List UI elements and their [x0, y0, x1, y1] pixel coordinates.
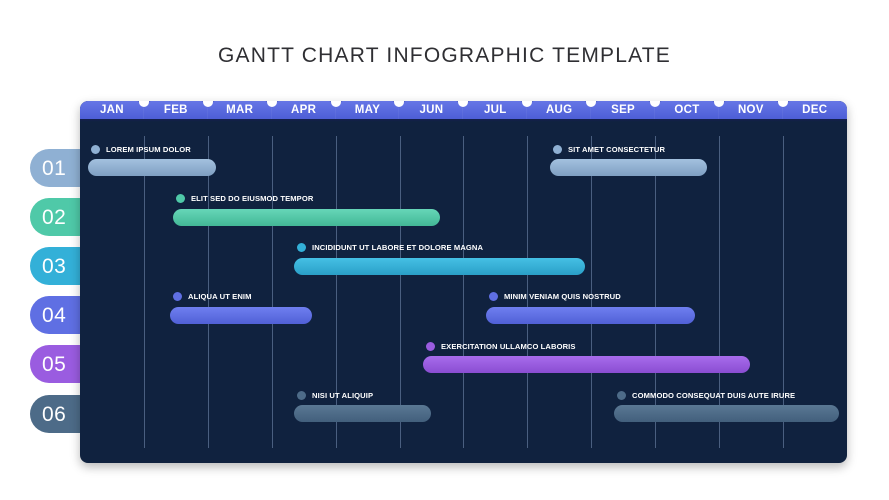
gridline: [463, 136, 465, 448]
month-mar: MAR: [202, 101, 272, 119]
row-number: 05: [42, 353, 67, 376]
month-may: MAY: [330, 101, 400, 119]
month-header: JAN FEB MAR APR MAY JUN JUL AUG SEP OCT …: [80, 101, 847, 119]
task-name: SIT AMET CONSECTETUR: [568, 144, 666, 154]
task-label: SIT AMET CONSECTETUR: [553, 143, 665, 155]
bullet-dot-icon: [176, 193, 185, 203]
task-label: MINIM VENIAM QUIS NOSTRUD: [489, 290, 621, 302]
task-name: COMMODO CONSEQUAT DUIS AUTE IRURE: [632, 390, 796, 400]
month-jan: JAN: [80, 101, 144, 119]
bullet-dot-icon: [173, 291, 182, 301]
task-bar[interactable]: [614, 405, 839, 422]
task-bar[interactable]: [173, 209, 440, 226]
gantt-panel: JAN FEB MAR APR MAY JUN JUL AUG SEP OCT …: [80, 101, 847, 463]
row-number: 04: [42, 304, 67, 327]
bullet-dot-icon: [426, 341, 435, 351]
task-name: ALIQUA UT ENIM: [188, 291, 252, 301]
task-label: EXERCITATION ULLAMCO LABORIS: [426, 340, 576, 352]
task-bar[interactable]: [486, 307, 695, 324]
month-apr: APR: [266, 101, 336, 119]
row-number: 03: [42, 255, 67, 278]
gridline: [208, 136, 210, 448]
month-aug: AUG: [522, 101, 592, 119]
bullet-dot-icon: [297, 242, 306, 252]
bullet-dot-icon: [489, 291, 498, 301]
row-number: 06: [42, 403, 67, 426]
gridline: [591, 136, 593, 448]
month-jun: JUN: [394, 101, 464, 119]
gridline: [783, 136, 785, 448]
month-nov: NOV: [713, 101, 783, 119]
row-number: 02: [42, 206, 67, 229]
task-bar[interactable]: [170, 307, 312, 324]
month-feb: FEB: [138, 101, 208, 119]
task-label: ALIQUA UT ENIM: [173, 290, 252, 302]
bullet-dot-icon: [297, 390, 306, 400]
gridline: [655, 136, 657, 448]
gridline: [144, 136, 146, 448]
task-name: INCIDIDUNT UT LABORE ET DOLORE MAGNA: [312, 242, 484, 252]
gridline: [527, 136, 529, 448]
month-dec: DEC: [777, 101, 847, 119]
row-number: 01: [42, 157, 67, 180]
gridline: [336, 136, 338, 448]
bullet-dot-icon: [617, 390, 626, 400]
task-name: EXERCITATION ULLAMCO LABORIS: [441, 341, 576, 351]
task-name: ELIT SED DO EIUSMOD TEMPOR: [191, 193, 314, 203]
gridline: [272, 136, 274, 448]
task-label: ELIT SED DO EIUSMOD TEMPOR: [176, 192, 313, 204]
task-bar[interactable]: [294, 258, 585, 275]
month-jul: JUL: [458, 101, 528, 119]
task-label: COMMODO CONSEQUAT DUIS AUTE IRURE: [617, 389, 795, 401]
task-name: MINIM VENIAM QUIS NOSTRUD: [504, 291, 621, 301]
task-bar[interactable]: [88, 159, 216, 176]
task-bar[interactable]: [423, 356, 750, 373]
gridline: [719, 136, 721, 448]
bullet-dot-icon: [553, 144, 562, 154]
task-name: LOREM IPSUM DOLOR: [106, 144, 191, 154]
task-label: NISI UT ALIQUIP: [297, 389, 373, 401]
month-oct: OCT: [650, 101, 719, 119]
task-name: NISI UT ALIQUIP: [312, 390, 374, 400]
gridline: [400, 136, 402, 448]
header-shadow: [80, 119, 847, 122]
task-label: LOREM IPSUM DOLOR: [91, 143, 191, 155]
page-title: GANTT CHART INFOGRAPHIC TEMPLATE: [217, 44, 672, 67]
bullet-dot-icon: [91, 144, 100, 154]
task-bar[interactable]: [550, 159, 707, 176]
task-label: INCIDIDUNT UT LABORE ET DOLORE MAGNA: [297, 241, 483, 253]
month-sep: SEP: [586, 101, 656, 119]
task-bar[interactable]: [294, 405, 431, 422]
